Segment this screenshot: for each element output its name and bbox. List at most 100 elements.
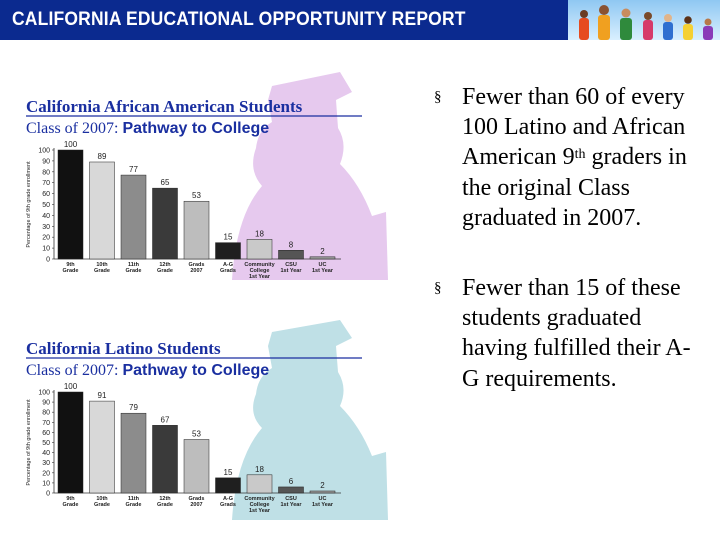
category-label: 1st Year	[312, 268, 334, 274]
data-label: 91	[98, 391, 107, 400]
data-label: 2	[320, 247, 325, 256]
graduate-silhouette	[232, 320, 388, 520]
y-tick-label: 30	[42, 460, 50, 467]
bullet-list: § Fewer than 60 of every 100 Latino and …	[434, 82, 704, 394]
subtitle-highlight: Pathway to College	[122, 120, 269, 137]
data-label: 67	[161, 415, 170, 424]
student-figure	[620, 8, 632, 40]
ordinal-suffix: th	[574, 147, 586, 163]
data-label: 18	[255, 465, 264, 474]
y-tick-label: 60	[42, 191, 50, 198]
category-label: Grade	[63, 502, 79, 508]
bar	[183, 439, 210, 494]
category-label: 10th	[96, 496, 108, 502]
chart-subtitle: Class of 2007: Pathway to College	[26, 120, 269, 137]
student-figure	[579, 10, 589, 40]
category-label: UC	[319, 496, 327, 502]
african-american-pathway-chart: California African American Students Cla…	[26, 72, 388, 280]
category-label: College	[250, 268, 270, 274]
bullet-item-a-g: § Fewer than 15 of these students gradua…	[434, 273, 704, 394]
chart-subtitle: Class of 2007: Pathway to College	[26, 362, 269, 379]
student-figure	[663, 14, 673, 40]
y-tick-label: 80	[42, 410, 50, 417]
category-label: 1st Year	[312, 502, 334, 508]
header-banner: CALIFORNIA EDUCATIONAL OPPORTUNITY REPOR…	[0, 0, 720, 40]
category-label: Grade	[94, 268, 110, 274]
y-tick-label: 60	[42, 430, 50, 437]
y-tick-label: 30	[42, 224, 50, 231]
category-label: CSU	[285, 496, 297, 502]
category-label: 1st Year	[280, 268, 302, 274]
category-label: 12th	[159, 262, 171, 268]
bar	[215, 477, 241, 494]
category-label: Grade	[63, 268, 79, 274]
chart-title: California Latino Students	[26, 339, 221, 358]
bar	[309, 490, 336, 494]
category-label: Grads	[189, 496, 205, 502]
y-axis-label: Percentage of 9th grade enrollment	[26, 161, 32, 248]
latino-pathway-chart: California Latino Students Class of 2007…	[26, 320, 388, 520]
data-label: 79	[129, 403, 138, 412]
category-label: Grade	[157, 268, 173, 274]
category-label: 1st Year	[280, 502, 302, 508]
bullet-text-main: Fewer than 60 of every 100 Latino and Af…	[462, 84, 686, 171]
bar	[246, 474, 273, 494]
y-tick-label: 70	[42, 420, 50, 427]
category-label: 1st Year	[249, 508, 271, 514]
student-figure	[683, 16, 693, 40]
report-title: CALIFORNIA EDUCATIONAL OPPORTUNITY REPOR…	[12, 9, 466, 30]
y-tick-label: 0	[46, 257, 50, 264]
bar	[152, 187, 178, 260]
data-label: 53	[192, 191, 201, 200]
category-label: 11th	[128, 262, 140, 268]
category-label: Grads	[189, 262, 205, 268]
y-tick-label: 50	[42, 202, 50, 209]
y-tick-label: 90	[42, 158, 50, 165]
data-label: 100	[64, 382, 78, 391]
y-tick-label: 20	[42, 470, 50, 477]
y-tick-label: 90	[42, 400, 50, 407]
category-label: UC	[319, 262, 327, 268]
bullet-marker: §	[434, 89, 442, 105]
subtitle-highlight: Pathway to College	[122, 362, 269, 379]
category-label: 1st Year	[249, 274, 271, 280]
category-label: 9th	[66, 262, 75, 268]
category-label: Community	[244, 262, 275, 268]
student-figure	[703, 18, 713, 40]
category-label: CSU	[285, 262, 297, 268]
category-label: Grads	[220, 502, 236, 508]
category-label: 12th	[159, 496, 171, 502]
bar	[215, 242, 241, 260]
data-label: 8	[289, 240, 294, 249]
y-tick-label: 50	[42, 440, 50, 447]
bar	[183, 200, 210, 260]
y-tick-label: 100	[38, 390, 50, 397]
data-label: 77	[129, 165, 138, 174]
subtitle-prefix: Class of 2007:	[26, 120, 122, 137]
y-axis-label: Percentage of 9th grade enrollment	[26, 399, 32, 486]
category-label: Grade	[126, 268, 142, 274]
category-label: 9th	[66, 496, 75, 502]
y-tick-label: 10	[42, 480, 50, 487]
category-label: A-G	[223, 496, 233, 502]
bar	[309, 256, 336, 260]
data-label: 15	[224, 468, 233, 477]
category-label: Grade	[157, 502, 173, 508]
bar	[152, 425, 178, 494]
student-figure	[643, 12, 653, 40]
bullet-text-rest: graders in the original Class graduated …	[462, 144, 687, 231]
data-label: 15	[224, 233, 233, 242]
data-label: 2	[320, 481, 325, 490]
category-label: Community	[244, 496, 275, 502]
y-tick-label: 80	[42, 169, 50, 176]
y-tick-label: 20	[42, 235, 50, 242]
category-label: 2007	[190, 502, 202, 508]
bar	[120, 412, 147, 494]
student-figure	[598, 5, 610, 40]
category-label: Grads	[220, 268, 236, 274]
bar	[57, 391, 84, 494]
y-tick-label: 10	[42, 246, 50, 253]
y-tick-label: 100	[38, 148, 50, 155]
data-label: 18	[255, 229, 264, 238]
category-label: College	[250, 502, 270, 508]
